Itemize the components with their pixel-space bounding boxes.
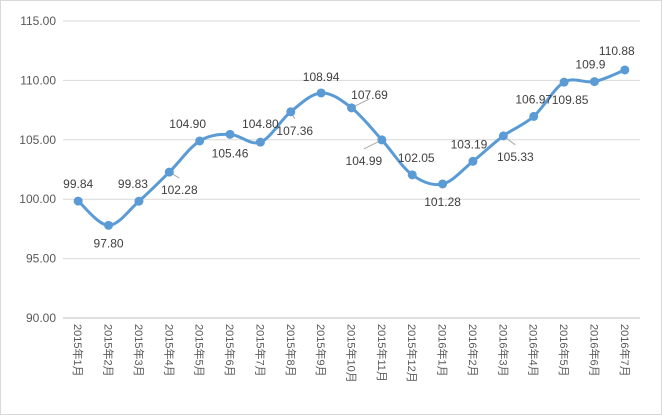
data-label: 99.83 [118, 177, 148, 191]
data-label: 108.94 [303, 70, 340, 84]
data-point [347, 103, 356, 113]
data-point [134, 196, 144, 206]
data-label: 110.88 [599, 44, 635, 58]
data-label: 104.99 [346, 154, 383, 168]
data-point [468, 156, 478, 166]
x-tick-label: 2015年12月 [405, 324, 419, 383]
x-tick-label: 2015年11月 [375, 324, 389, 382]
data-label: 99.84 [63, 177, 93, 191]
data-label: 102.28 [161, 183, 198, 197]
x-tick-label: 2015年7月 [253, 324, 267, 377]
gridlines [63, 20, 640, 260]
data-label: 103.19 [451, 137, 488, 151]
data-label: 109.9 [575, 58, 605, 72]
x-tick-label: 2015年8月 [284, 324, 298, 377]
y-tick-label: 105.00 [19, 133, 56, 147]
data-point [529, 111, 539, 121]
x-tick-label: 2015年10月 [345, 324, 359, 383]
x-tick-label: 2016年6月 [587, 324, 601, 377]
x-tick-label: 2016年2月 [466, 324, 480, 377]
data-label: 97.80 [94, 236, 124, 250]
x-tick-label: 2016年5月 [557, 324, 571, 377]
data-label: 104.80 [242, 117, 279, 131]
data-point [104, 220, 114, 230]
x-tick-label: 2015年2月 [102, 324, 116, 377]
data-label: 102.05 [398, 151, 435, 165]
data-point [286, 107, 296, 117]
x-tick-label: 2015年5月 [193, 324, 207, 377]
data-markers [73, 65, 630, 230]
x-tick-label: 2015年6月 [223, 324, 237, 377]
data-label: 106.97 [515, 92, 552, 106]
y-tick-label: 100.00 [19, 192, 56, 206]
x-tick-label: 2015年9月 [314, 324, 328, 377]
x-tick-label: 2016年7月 [618, 324, 632, 377]
x-tick-label: 2015年4月 [162, 324, 176, 377]
data-point [377, 135, 387, 145]
data-point [438, 179, 448, 189]
data-point [255, 137, 265, 147]
y-tick-label: 95.00 [26, 252, 56, 266]
data-point [620, 65, 630, 75]
y-axis-tick-labels: 90.00 95.00 100.00 105.00 110.00 115.00 [19, 14, 56, 325]
x-tick-label: 2015年3月 [132, 324, 146, 377]
x-tick-label: 2015年1月 [71, 324, 85, 377]
data-point [73, 196, 83, 206]
data-label: 107.69 [351, 88, 388, 102]
y-tick-label: 115.00 [20, 14, 56, 28]
data-point [195, 136, 205, 146]
data-label: 107.36 [276, 124, 313, 138]
data-point [589, 77, 599, 87]
data-point [164, 167, 174, 177]
data-label: 104.90 [169, 117, 206, 131]
data-point [316, 88, 326, 98]
x-tick-label: 2016年4月 [527, 324, 541, 377]
x-axis-tick-labels: 2015年1月 2015年2月 2015年3月 2015年4月 2015年5月 2015年… [71, 324, 632, 383]
x-tick-label: 2016年3月 [496, 324, 510, 377]
data-label: 109.85 [552, 93, 589, 107]
x-tick-label: 2016年1月 [436, 324, 450, 377]
y-tick-label: 110.00 [20, 73, 56, 87]
data-point [407, 170, 417, 180]
data-point [498, 131, 508, 141]
data-point [225, 129, 235, 139]
data-point [559, 77, 569, 87]
data-label: 105.46 [212, 146, 249, 160]
data-label: 105.33 [497, 150, 534, 164]
data-label: 101.28 [424, 195, 461, 209]
y-tick-label: 90.00 [26, 311, 56, 325]
